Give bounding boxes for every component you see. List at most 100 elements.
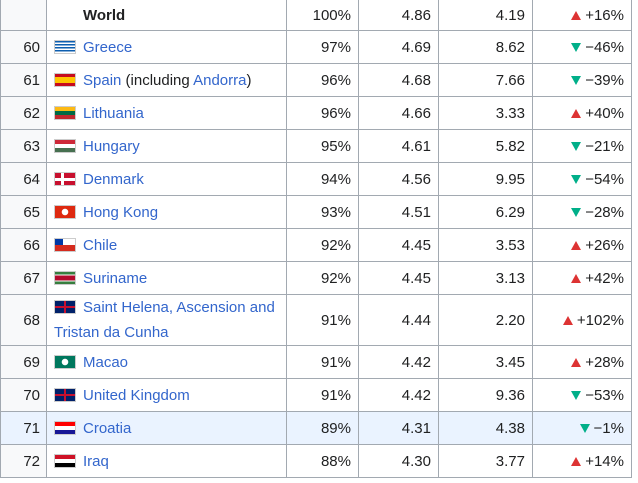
increase-icon — [571, 357, 582, 367]
value-cell: 3.13 — [438, 261, 533, 295]
rank-cell: 69 — [0, 345, 47, 379]
share-cell: 92% — [286, 261, 359, 295]
change-cell: −21% — [532, 129, 632, 163]
value-cell: 4.56 — [358, 162, 439, 196]
value-cell: 4.45 — [358, 261, 439, 295]
increase-icon — [571, 273, 582, 283]
flag-icon — [54, 270, 76, 285]
change-cell: +42% — [532, 261, 632, 295]
change-text: −39% — [585, 71, 624, 89]
value-cell: 4.45 — [358, 228, 439, 262]
share-cell: 100% — [286, 0, 359, 31]
value-cell: 2.20 — [438, 294, 533, 346]
increase-icon — [571, 108, 582, 118]
change-text: +40% — [585, 104, 624, 122]
change-cell: −28% — [532, 195, 632, 229]
share-cell: 94% — [286, 162, 359, 196]
change-text: −54% — [585, 170, 624, 188]
share-cell: 91% — [286, 345, 359, 379]
rank-cell: 66 — [0, 228, 47, 262]
change-cell: +40% — [532, 96, 632, 130]
decrease-icon — [571, 207, 582, 217]
value-cell: 9.36 — [438, 378, 533, 412]
country-cell: Iraq — [46, 444, 287, 478]
flag-icon — [54, 138, 76, 153]
rank-cell: 61 — [0, 63, 47, 97]
value-cell: 4.31 — [358, 411, 439, 445]
share-cell: 91% — [286, 378, 359, 412]
value-cell: 4.30 — [358, 444, 439, 478]
table-row: 61 Spain (including Andorra) 96% 4.68 7.66 −3… — [0, 63, 632, 97]
change-cell: +14% — [532, 444, 632, 478]
value-cell: 3.77 — [438, 444, 533, 478]
country-link[interactable]: Denmark — [83, 170, 144, 188]
value-cell: 4.66 — [358, 96, 439, 130]
country-cell: Greece — [46, 30, 287, 64]
value-cell: 3.33 — [438, 96, 533, 130]
table-row: 62 Lithuania 96% 4.66 3.33 +40% — [0, 96, 632, 130]
decrease-icon — [579, 423, 590, 433]
value-cell: 7.66 — [438, 63, 533, 97]
rank-cell: 60 — [0, 30, 47, 64]
country-link[interactable]: Andorra — [193, 71, 247, 89]
country-link[interactable]: Croatia — [83, 419, 132, 437]
country-cell: Spain (including Andorra) — [46, 63, 287, 97]
change-cell: +28% — [532, 345, 632, 379]
decrease-icon — [571, 42, 582, 52]
share-cell: 96% — [286, 63, 359, 97]
country-link[interactable]: United Kingdom — [83, 386, 190, 404]
country-link[interactable]: Saint Helena, Ascension and Tristan da C… — [54, 299, 275, 341]
share-cell: 88% — [286, 444, 359, 478]
country-name: World — [83, 6, 126, 24]
rank-cell — [0, 0, 47, 31]
decrease-icon — [571, 174, 582, 184]
rank-cell: 67 — [0, 261, 47, 295]
change-cell: +102% — [532, 294, 632, 346]
share-cell: 97% — [286, 30, 359, 64]
rank-cell: 65 — [0, 195, 47, 229]
country-note: (including — [121, 71, 194, 89]
country-cell: Lithuania — [46, 96, 287, 130]
share-cell: 96% — [286, 96, 359, 130]
rank-cell: 62 — [0, 96, 47, 130]
change-cell: −53% — [532, 378, 632, 412]
increase-icon — [571, 456, 582, 466]
table-row: 60 Greece 97% 4.69 8.62 −46% — [0, 30, 632, 64]
change-text: −46% — [585, 38, 624, 56]
country-link[interactable]: Greece — [83, 38, 133, 56]
rank-cell: 64 — [0, 162, 47, 196]
flag-icon — [54, 237, 76, 252]
change-cell: +16% — [532, 0, 632, 31]
country-cell: Chile — [46, 228, 287, 262]
country-link[interactable]: Suriname — [83, 269, 148, 287]
change-text: +14% — [585, 452, 624, 470]
country-link[interactable]: Hong Kong — [83, 203, 159, 221]
flag-icon — [54, 171, 76, 186]
table-row: 65 Hong Kong 93% 4.51 6.29 −28% — [0, 195, 632, 229]
country-link[interactable]: Spain — [83, 71, 122, 89]
rank-cell: 68 — [0, 294, 47, 346]
value-cell: 6.29 — [438, 195, 533, 229]
value-cell: 4.19 — [438, 0, 533, 31]
table-row: 68 Saint Helena, Ascension and Tristan da… — [0, 294, 632, 346]
country-cell: Saint Helena, Ascension and Tristan da C… — [46, 294, 287, 346]
change-text: +102% — [576, 311, 624, 329]
country-link[interactable]: Chile — [83, 236, 118, 254]
share-cell: 92% — [286, 228, 359, 262]
increase-icon — [571, 240, 582, 250]
country-link[interactable]: Macao — [83, 353, 129, 371]
flag-icon — [54, 453, 76, 468]
table-row: 69 Macao 91% 4.42 3.45 +28% — [0, 345, 632, 379]
share-cell: 93% — [286, 195, 359, 229]
country-link[interactable]: Hungary — [83, 137, 140, 155]
country-link[interactable]: Lithuania — [83, 104, 144, 122]
country-link[interactable]: Iraq — [83, 452, 109, 470]
country-cell: Denmark — [46, 162, 287, 196]
flag-icon — [54, 387, 76, 402]
value-cell: 5.82 — [438, 129, 533, 163]
decrease-icon — [571, 390, 582, 400]
change-text: +28% — [585, 353, 624, 371]
